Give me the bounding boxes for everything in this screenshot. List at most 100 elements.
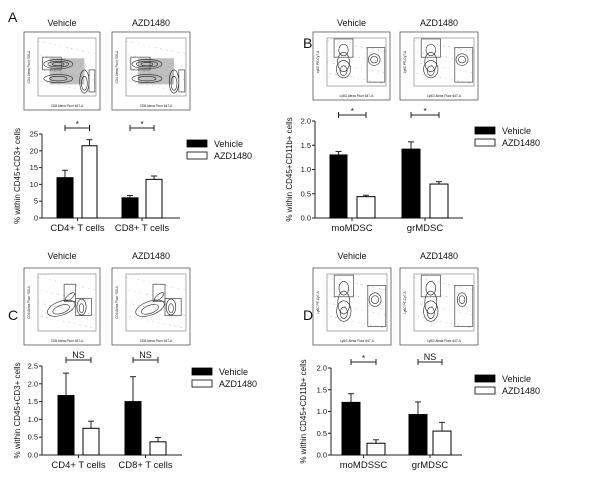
event-dot (341, 53, 342, 55)
event-dot (443, 45, 445, 47)
event-dot (152, 320, 153, 322)
bar-azd1480 (432, 430, 452, 456)
event-dot (88, 52, 90, 53)
flow-plot-frame (111, 31, 191, 111)
event-dot (459, 286, 461, 287)
event-dot (446, 57, 448, 58)
event-dot (349, 44, 351, 46)
legend-swatch-azd1480 (191, 379, 213, 388)
event-dot (364, 58, 366, 59)
event-dot (330, 316, 332, 317)
event-dot (137, 304, 139, 306)
event-dot (449, 46, 451, 48)
event-dot (422, 316, 424, 318)
flow-xlabel: CD8 Alexa Fluor 647-A (51, 104, 84, 108)
event-dot (168, 89, 170, 90)
significance-label: * (362, 354, 365, 363)
event-dot (383, 72, 384, 73)
event-dot (430, 305, 432, 307)
event-dot (74, 62, 76, 63)
event-dot (431, 43, 433, 45)
event-dot (363, 79, 365, 81)
y-tick-label: 2.0 (317, 364, 327, 373)
event-dot (66, 73, 68, 75)
event-dot (184, 315, 186, 316)
event-dot (381, 326, 382, 328)
y-tick-label: 0.5 (317, 429, 327, 438)
event-dot (445, 56, 446, 58)
event-dot (74, 323, 75, 324)
event-dot (72, 48, 74, 50)
event-dot (432, 65, 433, 66)
y-tick-label: 10 (30, 180, 38, 189)
event-dot (180, 326, 181, 328)
contour-line (52, 62, 65, 67)
event-dot (131, 68, 133, 69)
contour-line (47, 60, 70, 68)
contour-line (81, 75, 88, 91)
flow-plot-title: Vehicle (47, 18, 76, 28)
y-tick-label: 0.5 (28, 433, 38, 442)
event-dot (142, 70, 144, 72)
flow-xlabel: Ly6G Alexa Fluor 647-A (427, 339, 462, 343)
event-dot (372, 286, 374, 287)
flow-plot: Ly6G Alexa Fluor 647-A Ly6C PE-Cy7-A (399, 31, 479, 101)
event-dot (370, 80, 372, 82)
event-dot (426, 279, 427, 281)
legend-swatch-vehicle (191, 367, 213, 376)
legend-label: Vehicle (502, 126, 531, 136)
event-dot (181, 327, 183, 328)
event-dot (469, 82, 471, 84)
event-dot (417, 51, 419, 53)
panel-label: B (303, 35, 312, 51)
contour-line (336, 60, 351, 79)
flow-plot-axes (413, 273, 475, 332)
event-dot (57, 58, 59, 59)
event-dot (60, 307, 62, 309)
gate-box (420, 274, 441, 298)
x-tick-label: moMDSSC (340, 460, 388, 471)
event-dot (59, 71, 61, 73)
event-dot (81, 286, 83, 287)
legend-swatch-azd1480 (474, 386, 496, 395)
event-dot (91, 327, 93, 328)
event-dot (423, 317, 425, 319)
event-dot (181, 92, 183, 93)
event-dot (43, 303, 45, 305)
bar-chart: 0.0 0.5 1.0 1.5 2.0 % within CD45+CD11b+ cell… (285, 107, 463, 234)
event-dot (446, 296, 448, 298)
event-dot (157, 86, 159, 88)
contour-line (337, 290, 351, 315)
x-tick-label: CD8+ T cells (118, 460, 173, 471)
event-dot (152, 85, 153, 87)
contour-line (137, 75, 157, 82)
event-dot (360, 46, 362, 48)
bar-chart: 0.0 0.5 1.0 1.5 2.0 % within CD45+CD11b+ cell… (299, 352, 462, 471)
contour-line (423, 300, 439, 322)
flow-plot: CD8 Alexa Fluor 647-A CD4 Alexa Fluor 700… (23, 267, 101, 346)
event-dot (440, 320, 441, 322)
event-dot (60, 281, 62, 283)
event-dot (165, 285, 167, 286)
event-dot (357, 56, 359, 58)
event-dot (183, 314, 184, 316)
event-dot (448, 283, 449, 285)
bar-vehicle (124, 401, 142, 456)
event-dot (463, 59, 464, 61)
event-dot (131, 303, 133, 305)
event-dot (47, 317, 48, 319)
bar-azd1480 (149, 441, 167, 456)
event-dot (83, 286, 84, 288)
event-dot (445, 296, 446, 297)
contour-line (131, 74, 163, 83)
event-dot (345, 306, 346, 308)
event-dot (167, 285, 168, 287)
event-dot (54, 280, 56, 282)
event-dot (72, 284, 74, 286)
event-dot (157, 296, 158, 297)
event-dot (144, 71, 145, 72)
event-dot (50, 305, 51, 307)
y-tick-label: 0.5 (301, 189, 311, 198)
flow-ylabel: CD4 Alexa Fluor 700-A (115, 285, 119, 318)
event-dot (68, 322, 70, 323)
